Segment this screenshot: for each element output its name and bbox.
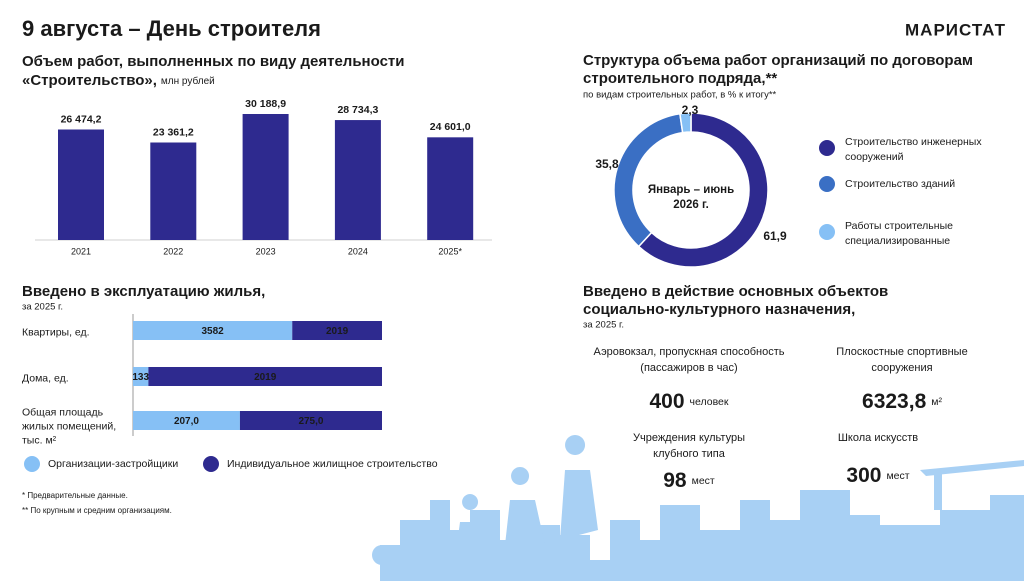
legend-swatch (203, 456, 219, 472)
row-label: Дома, ед. (22, 372, 69, 384)
bar-segment (239, 411, 382, 430)
x-tick-label: 2022 (163, 246, 183, 256)
fact-value: 300 мест (846, 464, 909, 487)
crane (920, 460, 1024, 510)
legend-label: Строительство инженерных (845, 136, 982, 148)
chart-title-line: «Строительство», (22, 72, 157, 89)
section-title: Введено в действие основных объектов (583, 283, 888, 300)
x-tick-label: 2021 (71, 246, 91, 256)
legend-swatch (24, 456, 40, 472)
legend-label: сооружений (845, 151, 904, 163)
tower-dome (1000, 545, 1020, 565)
value-label: 23 361,2 (153, 126, 194, 138)
bar (58, 129, 104, 240)
bar (427, 137, 474, 240)
value-label: 2,3 (682, 103, 699, 117)
chart-title: «Строительство», млн рублей (22, 72, 215, 89)
section-subtitle: за 2025 г. (583, 320, 624, 331)
fact-value: 98 мест (663, 469, 715, 492)
value-label: 2019 (254, 372, 277, 383)
row-label: тыс. м² (22, 434, 57, 446)
fact-label: (пассажиров в час) (640, 362, 737, 374)
fact-label: клубного типа (653, 448, 726, 460)
tower-dome (372, 545, 392, 565)
legend-label: Работы строительные (845, 220, 953, 232)
chart-subtitle: по видам строительных работ, в % к итогу… (583, 90, 777, 101)
donut-segment (679, 112, 692, 134)
value-label: 207,0 (174, 416, 199, 427)
center-label: 2026 г. (673, 199, 709, 211)
value-label: 24 601,0 (430, 121, 471, 133)
x-tick-label: 2023 (256, 246, 276, 256)
fact-value: 400 человек (650, 390, 729, 413)
fact-label: Плоскостные спортивные (836, 346, 967, 358)
fact-unit: мест (692, 475, 715, 487)
skyline (380, 490, 1024, 581)
bar-segment (133, 411, 240, 430)
donut-segment (613, 112, 684, 248)
brand: МАРИСТАТ (905, 20, 1006, 39)
chart-title: Структура объема работ организаций по до… (583, 52, 973, 69)
bar-segment (133, 367, 149, 386)
legend-swatch (819, 140, 835, 156)
bar-segment (292, 321, 382, 340)
value-label: 133 (132, 372, 149, 383)
value-label: 2019 (326, 326, 349, 337)
legend-label: специализированные (845, 235, 950, 247)
page-title: 9 августа – День строителя (22, 16, 321, 41)
fact-number: 6323,8 (862, 390, 927, 413)
bar (334, 120, 381, 240)
worker-figure (455, 435, 598, 560)
value-label: 28 734,3 (337, 104, 378, 116)
footnote: * Предварительные данные. (22, 491, 128, 500)
bar-segment (133, 321, 293, 340)
fact-label: Школа искусств (838, 432, 918, 444)
fact-label: Аэровокзал, пропускная способность (593, 346, 784, 358)
value-label: 275,0 (298, 416, 323, 427)
chart-subtitle: за 2025 г. (22, 302, 63, 313)
fact-value: 6323,8 м² (862, 390, 942, 413)
fact-number: 98 (663, 469, 687, 492)
fact-unit: человек (690, 396, 729, 408)
value-label: 35,8 (595, 157, 619, 171)
fact-number: 400 (650, 390, 685, 413)
row-label: Квартиры, ед. (22, 326, 90, 338)
section-title: социально-культурного назначения, (583, 301, 855, 318)
x-tick-label: 2025* (438, 246, 462, 256)
value-label: 61,9 (763, 229, 787, 243)
center-label: Январь – июнь (648, 184, 734, 196)
row-label: Общая площадь (22, 406, 104, 418)
donut-segment (637, 112, 769, 268)
unit-label: млн рублей (161, 75, 215, 87)
chart-title: Введено в эксплуатацию жилья, (22, 283, 265, 300)
bar (150, 142, 197, 240)
legend-label: Индивидуальное жилищное строительство (227, 458, 438, 470)
legend-swatch (819, 176, 835, 192)
value-label: 3582 (201, 326, 224, 337)
fact-label: Учреждения культуры (633, 432, 745, 444)
legend-swatch (819, 224, 835, 240)
x-tick-label: 2024 (348, 246, 368, 256)
row-label: жилых помещений, (22, 420, 116, 432)
fact-unit: м² (931, 396, 942, 408)
footnote: ** По крупным и средним организациям. (22, 506, 172, 515)
legend-label: Строительство зданий (845, 178, 955, 190)
chart-title: строительного подряда,** (583, 70, 777, 87)
skyline-illustration (372, 435, 1024, 581)
bar (242, 114, 289, 240)
legend-label: Организации-застройщики (48, 458, 178, 470)
value-label: 30 188,9 (245, 98, 286, 110)
chart-title: Объем работ, выполненных по виду деятель… (22, 53, 404, 70)
fact-unit: мест (886, 470, 909, 482)
fact-number: 300 (846, 464, 881, 487)
value-label: 26 474,2 (61, 113, 102, 125)
fact-label: сооружения (871, 362, 932, 374)
bar-segment (148, 367, 382, 386)
